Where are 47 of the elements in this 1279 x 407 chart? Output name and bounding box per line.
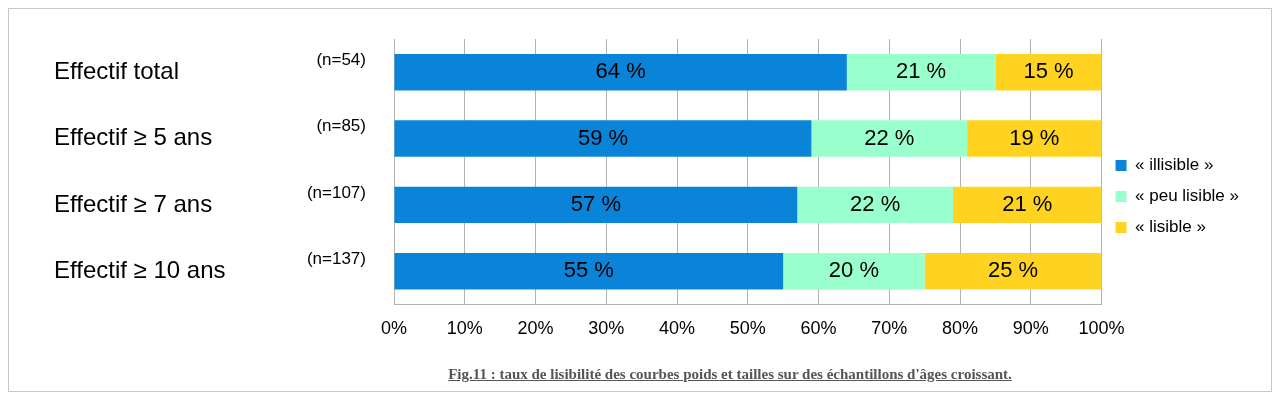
data-label: 20 % — [828, 257, 879, 283]
x-tick-label: 10% — [446, 318, 483, 339]
x-tick-label: 80% — [942, 318, 979, 339]
data-label: 19 % — [1009, 124, 1060, 150]
x-tick-label: 30% — [588, 318, 625, 339]
x-tick-label: 90% — [1012, 318, 1049, 339]
bar — [394, 120, 812, 157]
text: (n=85) — [316, 116, 366, 136]
bar — [394, 53, 847, 91]
bar — [967, 120, 1102, 157]
legend-label: « peu lisible » — [1135, 186, 1240, 206]
bar — [995, 53, 1102, 91]
bar — [924, 252, 1102, 290]
x-tick-label: 60% — [800, 318, 837, 339]
y-tick-label: Effectif ≥ 10 ans — [54, 255, 226, 283]
bar — [394, 186, 798, 224]
data-label: 21 % — [896, 58, 947, 84]
x-tick-label: 20% — [517, 318, 554, 339]
bar — [797, 186, 953, 224]
bar — [394, 252, 784, 290]
x-tick-label: 40% — [659, 318, 696, 339]
data-label: 25 % — [988, 257, 1039, 283]
bar — [846, 53, 996, 91]
text: (n=107) — [306, 182, 366, 202]
x-tick-label: 70% — [871, 318, 908, 339]
data-label: 21 % — [1002, 190, 1053, 216]
data-label: 22 % — [850, 190, 901, 216]
x-tick-label: 0% — [380, 318, 408, 339]
y-tick-label: Effectif ≥ 7 ans — [54, 189, 213, 217]
y-tick-label: Effectif total — [54, 56, 179, 84]
caption: Fig.11 : taux de lisibilité des courbes poids et tailles sur des échantillons d'âges croissant. — [447, 365, 1013, 384]
data-label: 59 % — [577, 124, 629, 150]
data-label: 57 % — [570, 190, 621, 216]
bar — [783, 252, 925, 290]
data-label: 55 % — [563, 257, 614, 283]
x-tick-label: 100% — [1078, 318, 1125, 339]
data-label: 22 % — [864, 124, 915, 150]
legend-label: « lisible » — [1135, 217, 1206, 237]
data-label: 64 % — [595, 58, 646, 84]
bar — [952, 186, 1102, 224]
legend-label: « illisible » — [1135, 155, 1214, 175]
bar — [811, 120, 968, 157]
y-tick-label: Effectif ≥ 5 ans — [54, 123, 213, 151]
text: (n=137) — [306, 248, 366, 268]
text: (n=54) — [316, 49, 366, 69]
data-label: 15 % — [1023, 58, 1074, 84]
x-tick-label: 50% — [729, 318, 766, 339]
